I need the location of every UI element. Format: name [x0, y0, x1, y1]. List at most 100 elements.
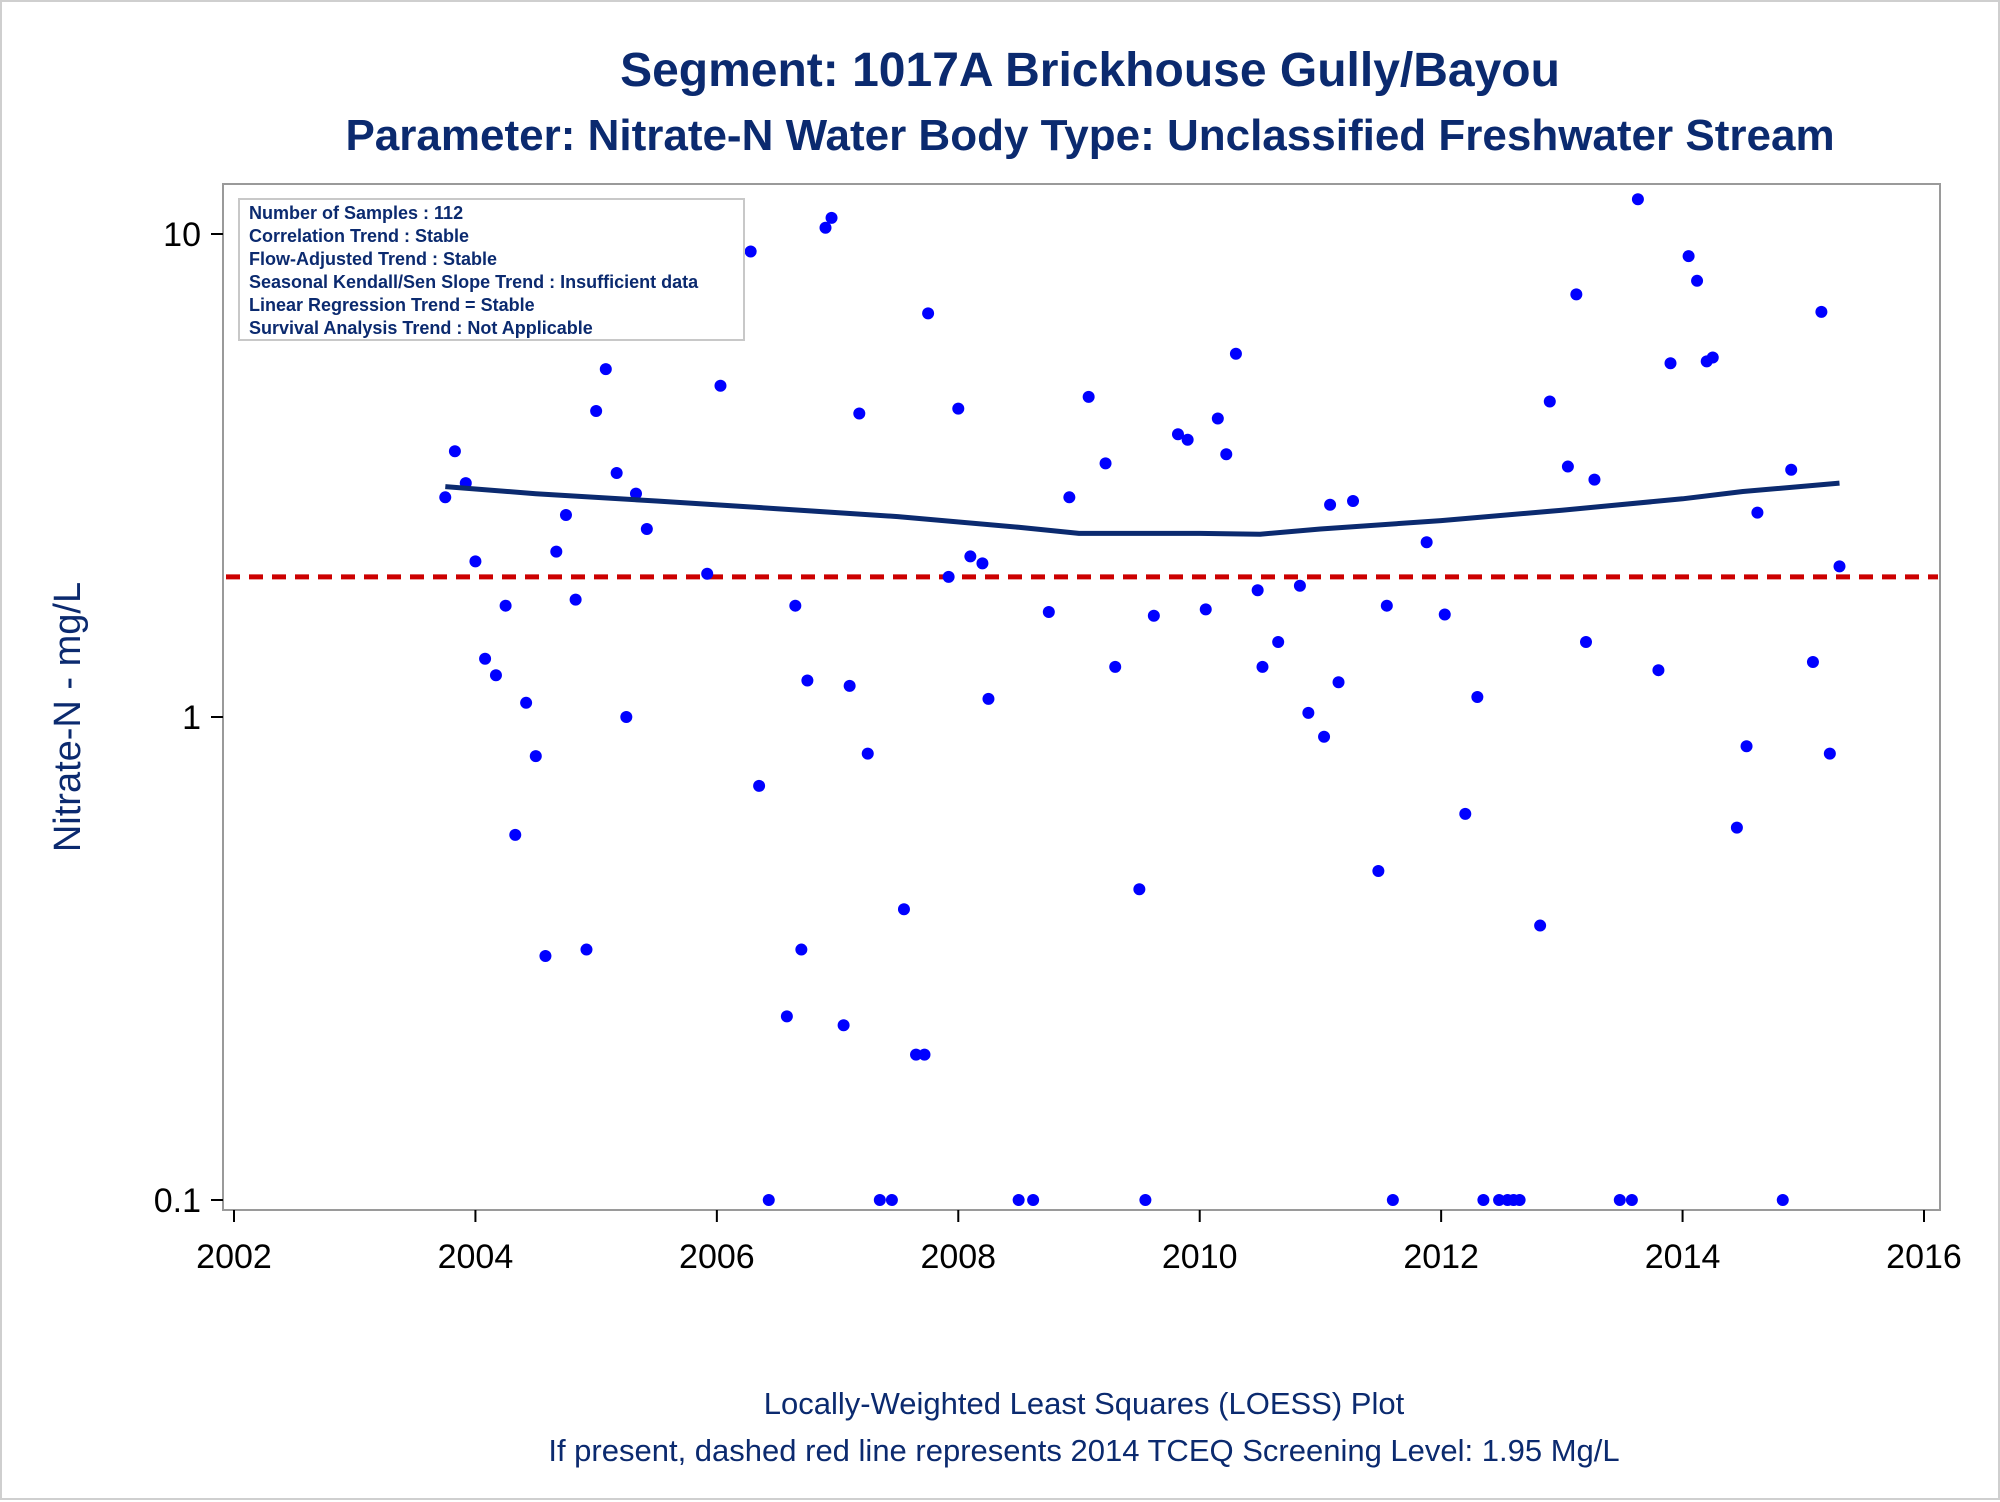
plot-area	[222, 183, 1941, 1211]
data-point	[1815, 305, 1828, 318]
data-point	[964, 550, 977, 563]
x-tick-label: 2004	[438, 1238, 514, 1276]
data-point	[861, 747, 874, 760]
data-point	[1691, 274, 1704, 287]
chart-title: Segment: 1017A Brickhouse Gully/Bayou	[620, 44, 1560, 97]
data-point	[837, 1019, 850, 1032]
data-point	[439, 491, 452, 504]
data-point	[550, 545, 563, 558]
data-point	[1109, 660, 1122, 673]
data-point	[873, 1194, 886, 1206]
data-point	[1806, 655, 1819, 668]
data-point	[1631, 193, 1644, 206]
data-point	[479, 652, 492, 665]
data-point	[1318, 730, 1331, 743]
chart-subtitle: Parameter: Nitrate-N Water Body Type: Un…	[345, 111, 1834, 160]
data-point	[1438, 608, 1451, 621]
data-point	[1347, 495, 1360, 508]
data-point	[910, 1048, 923, 1061]
x-tick-label: 2006	[679, 1238, 755, 1276]
data-point	[1543, 395, 1556, 408]
y-tick-label: 0.1	[154, 1182, 201, 1220]
data-point	[1730, 821, 1743, 834]
data-point	[1513, 1194, 1526, 1206]
data-point	[753, 779, 766, 792]
data-point	[780, 1010, 793, 1023]
x-tick-label: 2008	[920, 1238, 996, 1276]
data-point	[539, 950, 552, 963]
data-point	[448, 445, 461, 458]
sample-points	[439, 193, 1846, 1206]
data-point	[701, 567, 714, 580]
data-point	[1256, 660, 1269, 673]
data-point	[640, 523, 653, 536]
data-point	[1251, 584, 1264, 597]
data-point	[1534, 919, 1547, 932]
data-point	[1012, 1194, 1025, 1206]
x-tick-label: 2010	[1162, 1238, 1238, 1276]
data-point	[744, 245, 757, 258]
data-point	[559, 508, 572, 521]
data-point	[853, 407, 866, 420]
data-point	[1027, 1194, 1040, 1206]
data-point	[1682, 250, 1695, 263]
data-point	[590, 405, 603, 418]
data-point	[1776, 1194, 1789, 1206]
y-axis-label: Nitrate-N - mg/L	[47, 582, 89, 852]
y-tick-label: 1	[182, 699, 201, 737]
data-point	[509, 828, 522, 841]
data-point	[489, 669, 502, 682]
data-point	[520, 696, 533, 709]
data-point	[1625, 1194, 1638, 1206]
data-point	[885, 1194, 898, 1206]
data-point	[1139, 1194, 1152, 1206]
y-tick-label: 10	[163, 216, 201, 254]
data-point	[789, 599, 802, 612]
data-point	[1099, 457, 1112, 470]
data-point	[1706, 351, 1719, 364]
data-point	[1751, 506, 1764, 519]
x-tick-label: 2014	[1645, 1238, 1721, 1276]
data-point	[819, 221, 832, 234]
data-point	[825, 211, 838, 224]
x-tick-label: 2012	[1403, 1238, 1479, 1276]
data-point	[1380, 599, 1393, 612]
data-point	[1332, 676, 1345, 689]
stats-inset-box	[238, 198, 745, 341]
data-point	[918, 1048, 931, 1061]
data-point	[1229, 347, 1242, 360]
data-point	[795, 943, 808, 956]
data-point	[1082, 390, 1095, 403]
data-point	[1220, 448, 1233, 461]
data-point	[1272, 635, 1285, 648]
data-point	[1211, 412, 1224, 425]
data-point	[1459, 807, 1472, 820]
data-point	[952, 402, 965, 415]
x-tick-label: 2016	[1886, 1238, 1962, 1276]
data-point	[942, 570, 955, 583]
data-point	[1302, 706, 1315, 719]
stats-inset: Number of Samples : 112 Correlation Tren…	[238, 198, 745, 341]
data-point	[1324, 498, 1337, 511]
data-point	[976, 557, 989, 570]
footnote-screening: If present, dashed red line represents 2…	[548, 1433, 1619, 1468]
data-point	[469, 555, 482, 568]
data-point	[1171, 428, 1184, 441]
data-point	[1823, 747, 1836, 760]
data-point	[1420, 536, 1433, 549]
data-point	[1588, 473, 1601, 486]
inset-line: Correlation Trend : Stable	[249, 226, 469, 246]
data-point	[1471, 691, 1484, 704]
data-point	[922, 307, 935, 320]
data-point	[897, 903, 910, 916]
data-point	[1493, 1194, 1506, 1206]
data-point	[1063, 491, 1076, 504]
data-point	[1664, 357, 1677, 370]
x-tick-label: 2002	[196, 1238, 272, 1276]
data-point	[610, 467, 623, 480]
data-point	[1652, 664, 1665, 677]
data-point	[620, 711, 633, 723]
data-point	[1833, 560, 1846, 573]
